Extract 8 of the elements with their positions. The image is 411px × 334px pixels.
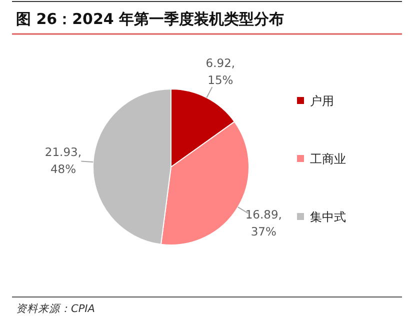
legend-label: 集中式 [310, 210, 346, 224]
legend-label: 工商业 [310, 152, 346, 166]
text: 资料来源：CPIA [16, 303, 95, 315]
data-label: 6.92, 15% [206, 56, 236, 87]
data-label: 21.93, 48% [44, 145, 82, 176]
data-label: 16.89, 37% [245, 208, 282, 239]
chart-title: 图 26：2024 年第一季度装机类型分布 [16, 10, 284, 28]
legend-label: 户用 [310, 94, 334, 108]
